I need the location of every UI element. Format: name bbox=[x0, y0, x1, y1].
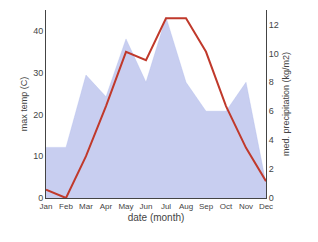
svg-text:med. precipitation (kg/m2): med. precipitation (kg/m2) bbox=[281, 52, 291, 156]
svg-text:max temp (C): max temp (C) bbox=[19, 77, 29, 132]
svg-text:Jun: Jun bbox=[140, 202, 153, 211]
svg-text:10: 10 bbox=[33, 151, 43, 161]
svg-text:10: 10 bbox=[269, 49, 279, 59]
svg-text:Apr: Apr bbox=[100, 202, 113, 211]
svg-text:6: 6 bbox=[269, 106, 274, 116]
svg-text:date (month): date (month) bbox=[128, 212, 185, 223]
svg-text:Sep: Sep bbox=[199, 202, 214, 211]
svg-text:8: 8 bbox=[269, 77, 274, 87]
svg-text:Jul: Jul bbox=[161, 202, 171, 211]
svg-text:2: 2 bbox=[269, 164, 274, 174]
svg-text:30: 30 bbox=[33, 68, 43, 78]
svg-text:12: 12 bbox=[269, 20, 279, 30]
svg-text:0: 0 bbox=[38, 193, 43, 203]
svg-text:Jan: Jan bbox=[40, 202, 53, 211]
svg-text:May: May bbox=[118, 202, 133, 211]
svg-text:4: 4 bbox=[269, 135, 274, 145]
svg-text:0: 0 bbox=[269, 193, 274, 203]
svg-text:Dec: Dec bbox=[259, 202, 273, 211]
svg-text:Nov: Nov bbox=[239, 202, 253, 211]
svg-text:20: 20 bbox=[33, 110, 43, 120]
svg-text:Aug: Aug bbox=[179, 202, 193, 211]
svg-text:Mar: Mar bbox=[79, 202, 93, 211]
svg-text:40: 40 bbox=[33, 26, 43, 36]
svg-text:Oct: Oct bbox=[220, 202, 233, 211]
svg-text:Feb: Feb bbox=[59, 202, 73, 211]
